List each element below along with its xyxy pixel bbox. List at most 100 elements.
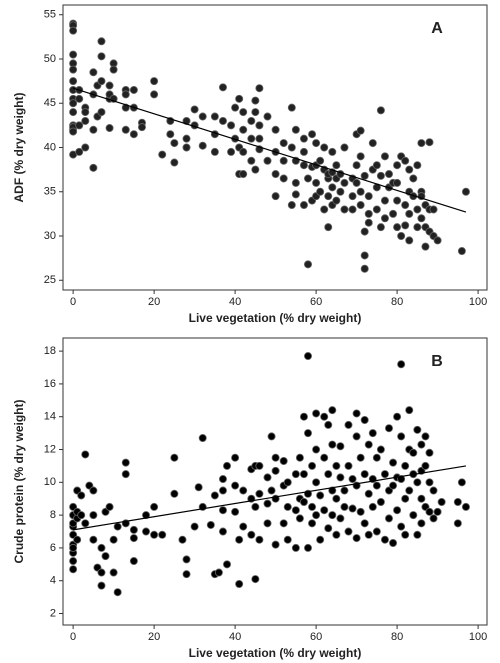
y-tick-label: 16 (44, 378, 56, 390)
point (227, 147, 236, 156)
point (231, 507, 240, 516)
point (352, 409, 361, 418)
point (105, 502, 114, 511)
point (77, 491, 86, 500)
point (121, 125, 130, 134)
point (69, 50, 78, 59)
point (170, 489, 179, 498)
point (376, 106, 385, 115)
point (255, 489, 264, 498)
point (231, 481, 240, 490)
point (320, 506, 329, 515)
point (393, 161, 402, 170)
point (105, 124, 114, 133)
point (405, 486, 414, 495)
panel-label: B (431, 353, 443, 370)
point (89, 486, 98, 495)
point (376, 223, 385, 232)
point (299, 497, 308, 506)
point (417, 440, 426, 449)
point (121, 90, 130, 99)
point (336, 514, 345, 523)
point (360, 264, 369, 273)
point (218, 116, 227, 125)
point (364, 209, 373, 218)
point (328, 486, 337, 495)
point (142, 527, 151, 536)
point (328, 147, 337, 156)
point (332, 461, 341, 470)
point (255, 134, 264, 143)
point (328, 440, 337, 449)
point (457, 478, 466, 487)
point (340, 502, 349, 511)
point (324, 420, 333, 429)
point (129, 525, 138, 534)
point (255, 84, 264, 93)
point (121, 458, 130, 467)
point (137, 123, 146, 132)
point (364, 530, 373, 539)
point (271, 170, 280, 179)
point (417, 214, 426, 223)
point (73, 535, 82, 544)
point (101, 552, 110, 561)
point (89, 68, 98, 77)
point (332, 196, 341, 205)
point (69, 557, 78, 566)
point (291, 178, 300, 187)
x-tick-label: 20 (148, 296, 160, 308)
point (75, 94, 84, 103)
point (316, 491, 325, 500)
point (170, 139, 179, 148)
point (166, 130, 175, 139)
y-tick-label: 8 (50, 509, 56, 521)
point (182, 134, 191, 143)
point (158, 530, 167, 539)
point (170, 453, 179, 462)
y-tick-label: 18 (44, 345, 56, 357)
point (320, 143, 329, 152)
point (405, 406, 414, 415)
point (364, 489, 373, 498)
x-tick-label: 80 (391, 631, 403, 643)
point (142, 511, 151, 520)
point (69, 77, 78, 86)
point (271, 466, 280, 475)
point (69, 108, 78, 117)
x-axis-title: Live vegetation (% dry weight) (189, 646, 362, 660)
point (425, 478, 434, 487)
point (97, 108, 106, 117)
point (393, 223, 402, 232)
point (352, 178, 361, 187)
point (81, 116, 90, 125)
point (312, 139, 321, 148)
point (328, 406, 337, 415)
point (429, 205, 438, 214)
point (389, 539, 398, 548)
point (352, 432, 361, 441)
point (178, 535, 187, 544)
point (291, 190, 300, 199)
point (328, 511, 337, 520)
point (356, 453, 365, 462)
point (81, 519, 90, 528)
y-tick-label: 30 (44, 230, 56, 242)
point (324, 192, 333, 201)
point (97, 568, 106, 577)
point (429, 514, 438, 523)
point (405, 165, 414, 174)
point (360, 171, 369, 180)
point (291, 506, 300, 515)
point (308, 461, 317, 470)
point (397, 522, 406, 531)
point (77, 511, 86, 520)
point (389, 458, 398, 467)
point (364, 440, 373, 449)
point (210, 491, 219, 500)
point (271, 540, 280, 549)
point (372, 527, 381, 536)
point (198, 141, 207, 150)
y-tick-label: 2 (50, 607, 56, 619)
panel-label: A (431, 20, 443, 37)
